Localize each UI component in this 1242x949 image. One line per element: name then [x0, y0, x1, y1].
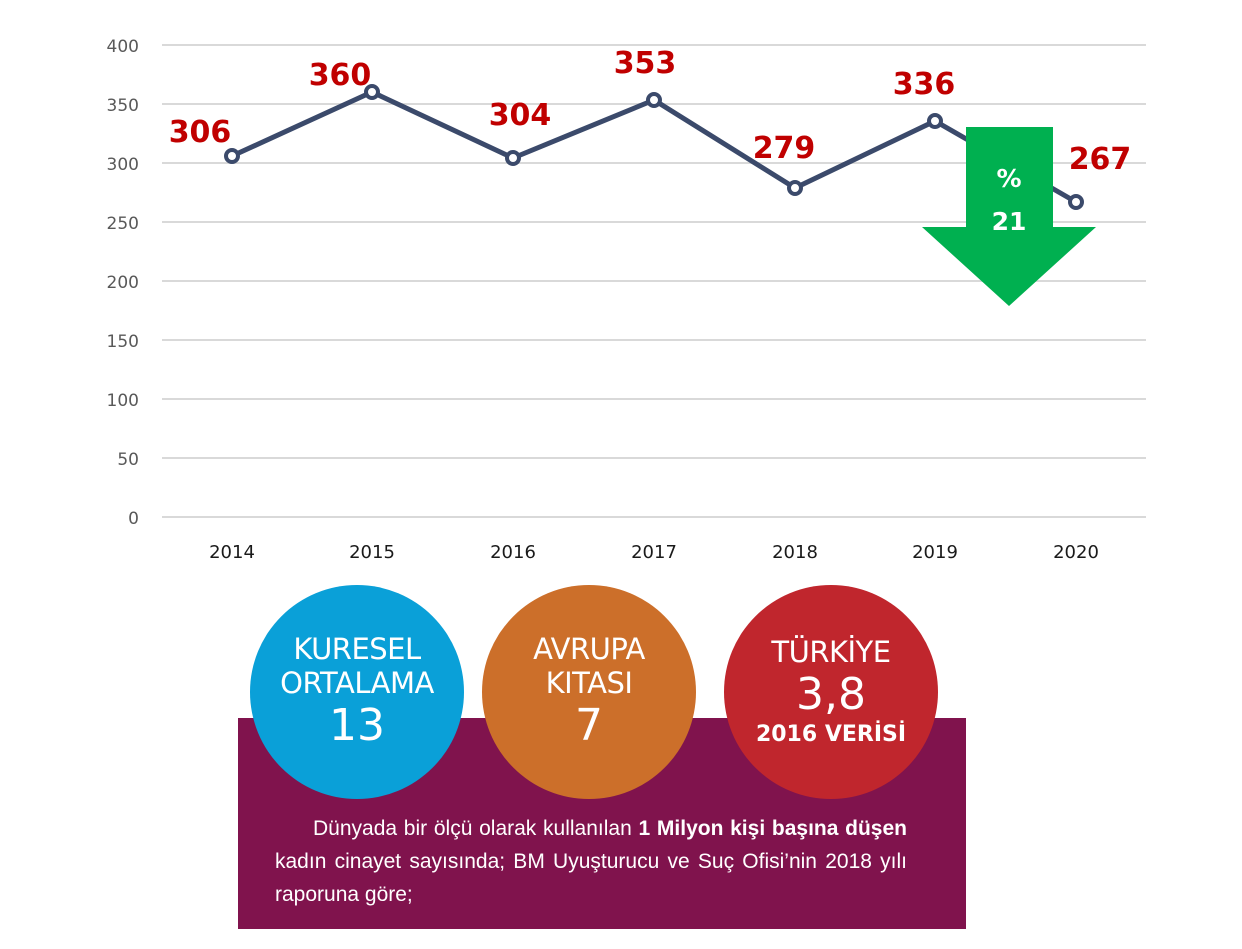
arrow-percent: %	[996, 164, 1021, 193]
x-axis: 2014 2015 2016 2017 2018 2019 2020	[209, 542, 1099, 563]
y-tick: 350	[107, 96, 139, 116]
y-tick: 300	[107, 155, 139, 175]
data-point	[224, 148, 240, 164]
data-label: 267	[1069, 142, 1132, 177]
data-point	[646, 92, 662, 108]
turkey-circle: TÜRKİYE 3,8 2016 VERİSİ	[724, 585, 938, 799]
info-text-bold: 1 Milyon kişi başına düşen	[638, 817, 908, 840]
y-tick: 200	[107, 273, 139, 293]
circle-label: AVRUPA	[533, 632, 645, 666]
x-tick: 2015	[349, 542, 395, 563]
data-markers	[224, 84, 1084, 210]
x-tick: 2020	[1053, 542, 1099, 563]
data-label: 279	[753, 131, 816, 166]
y-axis: 400 350 300 250 200 150 100 50 0	[107, 37, 139, 529]
x-tick: 2014	[209, 542, 255, 563]
info-text-part2: kadın cinayet sayısında; BM Uyuşturucu v…	[275, 850, 907, 906]
circle-label: TÜRKİYE	[771, 635, 891, 669]
arrow-value: 21	[992, 207, 1027, 236]
circle-value: 7	[575, 700, 603, 751]
global-average-circle: KURESEL ORTALAMA 13	[250, 585, 464, 799]
y-tick: 100	[107, 391, 139, 411]
gridlines	[162, 44, 1146, 518]
data-label: 360	[309, 58, 372, 93]
data-point	[364, 84, 380, 100]
data-label: 304	[489, 98, 552, 133]
circle-label: KURESEL	[293, 632, 421, 666]
x-tick: 2016	[490, 542, 536, 563]
circle-note: 2016 VERİSİ	[755, 722, 907, 747]
y-tick: 400	[107, 37, 139, 57]
data-point	[1068, 194, 1084, 210]
data-label: 306	[169, 115, 232, 150]
x-tick: 2017	[631, 542, 677, 563]
data-labels: 306 360 304 353 279 336 267	[169, 46, 1132, 177]
data-label: 353	[614, 46, 677, 81]
data-point	[927, 113, 943, 129]
line-chart: 400 350 300 250 200 150 100 50 0 2014 20…	[107, 37, 1146, 563]
series-line	[230, 89, 1078, 205]
x-tick: 2019	[912, 542, 958, 563]
circle-value: 3,8	[796, 669, 866, 720]
circle-value: 13	[329, 700, 385, 751]
europe-circle: AVRUPA KITASI 7	[482, 585, 696, 799]
x-tick: 2018	[772, 542, 818, 563]
circle-label: ORTALAMA	[280, 666, 434, 700]
data-point	[505, 150, 521, 166]
y-tick: 150	[107, 332, 139, 352]
y-tick: 250	[107, 214, 139, 234]
data-point	[787, 180, 803, 196]
info-text: Dünyada bir ölçü olarak kullanılan 1 Mil…	[275, 812, 907, 911]
data-label: 336	[893, 67, 956, 102]
circle-label: KITASI	[545, 666, 633, 700]
y-tick: 50	[117, 450, 139, 470]
y-tick: 0	[128, 509, 139, 529]
info-text-part1: Dünyada bir ölçü olarak kullanılan	[313, 817, 639, 840]
down-arrow-icon: % 21	[922, 127, 1096, 306]
